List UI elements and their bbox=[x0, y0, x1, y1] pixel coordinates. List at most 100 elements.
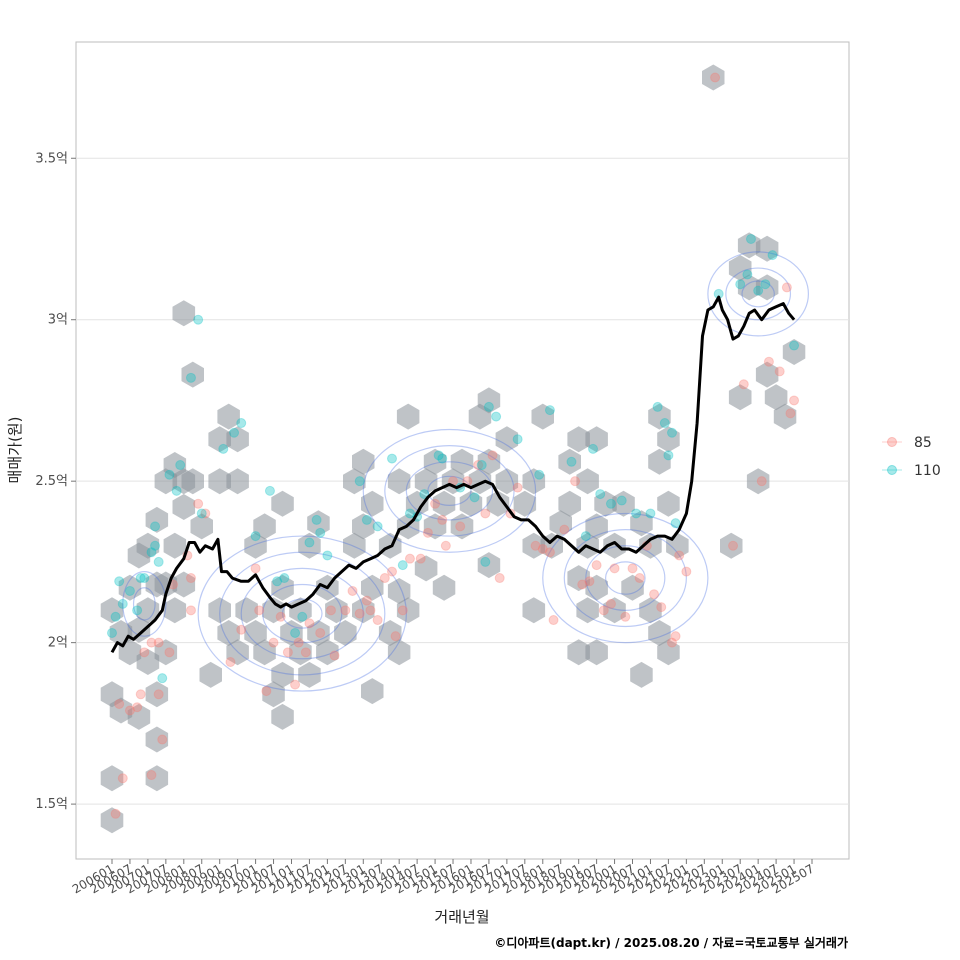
hexbin bbox=[728, 384, 752, 411]
hexbin bbox=[226, 639, 249, 666]
point-85 bbox=[584, 576, 595, 587]
hexbin bbox=[289, 639, 312, 666]
y-tick-label: 2.5억 bbox=[35, 474, 68, 489]
point-85 bbox=[570, 476, 581, 487]
hexbin bbox=[594, 490, 617, 517]
point-85 bbox=[117, 773, 128, 784]
point-85 bbox=[591, 560, 602, 571]
hexbin bbox=[271, 703, 294, 730]
hexbin bbox=[145, 765, 169, 792]
point-110 bbox=[437, 453, 448, 464]
point-85 bbox=[372, 615, 383, 626]
density-contour bbox=[262, 583, 343, 644]
hexbin bbox=[378, 620, 402, 646]
hexbin bbox=[414, 468, 438, 495]
hexbin bbox=[208, 597, 231, 624]
point-85 bbox=[473, 460, 484, 471]
density-contour bbox=[604, 561, 646, 595]
hexbin bbox=[576, 468, 599, 495]
point-85 bbox=[114, 698, 125, 709]
hexbin bbox=[531, 403, 554, 430]
point-110 bbox=[616, 495, 627, 506]
legend-item-110: 110 bbox=[882, 463, 941, 479]
point-110 bbox=[117, 598, 128, 609]
point-110 bbox=[760, 279, 771, 290]
legend: 85 110 bbox=[882, 435, 941, 479]
point-85 bbox=[325, 605, 336, 616]
hexbin bbox=[576, 597, 599, 624]
hexbin bbox=[190, 513, 213, 540]
hexbin bbox=[639, 532, 662, 559]
hexbin bbox=[244, 620, 267, 646]
hexbin bbox=[513, 490, 537, 517]
hexbin bbox=[755, 361, 779, 388]
hexbin bbox=[172, 300, 196, 327]
point-85 bbox=[674, 550, 685, 561]
hexbin bbox=[280, 620, 303, 646]
hexbin bbox=[396, 597, 420, 624]
scatter-points bbox=[107, 72, 800, 819]
hexbin bbox=[271, 490, 294, 517]
moving-average-path bbox=[110, 295, 796, 654]
point-110 bbox=[157, 673, 168, 684]
point-85 bbox=[781, 282, 792, 293]
hexbin bbox=[603, 597, 626, 624]
hexbin bbox=[163, 532, 187, 559]
point-85 bbox=[530, 540, 541, 551]
hexbin bbox=[450, 513, 474, 540]
hexbin bbox=[558, 490, 581, 517]
hexbin bbox=[702, 64, 725, 91]
point-110 bbox=[107, 627, 117, 638]
hexbin bbox=[387, 578, 411, 604]
moving-average-line bbox=[110, 295, 796, 654]
point-85 bbox=[315, 627, 326, 638]
hexbin bbox=[423, 513, 447, 540]
point-110 bbox=[304, 537, 315, 548]
hexbin bbox=[720, 532, 743, 559]
point-85 bbox=[139, 647, 150, 658]
point-85 bbox=[577, 579, 588, 590]
point-110 bbox=[354, 476, 365, 487]
point-110 bbox=[670, 518, 681, 529]
density-contour bbox=[725, 267, 792, 321]
point-85 bbox=[254, 605, 265, 616]
hexbin bbox=[639, 597, 662, 624]
point-85 bbox=[430, 498, 441, 509]
point-110 bbox=[264, 485, 275, 496]
point-110 bbox=[171, 485, 182, 496]
point-110 bbox=[480, 556, 491, 567]
density-contour bbox=[219, 551, 386, 676]
point-85 bbox=[455, 521, 466, 532]
legend-key-110 bbox=[887, 465, 897, 475]
point-110 bbox=[580, 531, 591, 542]
point-85 bbox=[146, 637, 157, 648]
point-85 bbox=[379, 573, 390, 584]
point-85 bbox=[756, 476, 767, 487]
point-110 bbox=[789, 340, 800, 351]
point-110 bbox=[605, 498, 616, 509]
point-110 bbox=[631, 508, 642, 519]
hexbin bbox=[136, 532, 160, 559]
hexbin bbox=[657, 490, 680, 517]
point-85 bbox=[275, 611, 286, 622]
hexbin bbox=[387, 639, 411, 666]
hexbin bbox=[217, 620, 240, 646]
point-85 bbox=[293, 637, 304, 648]
hexbin bbox=[298, 661, 321, 688]
point-110 bbox=[404, 508, 415, 519]
hexbin bbox=[737, 232, 761, 259]
hexbin bbox=[127, 703, 151, 730]
hexbin bbox=[217, 403, 240, 430]
hexbin bbox=[271, 574, 294, 601]
point-110 bbox=[491, 411, 502, 422]
point-85 bbox=[304, 618, 315, 629]
hexbin bbox=[361, 490, 384, 517]
point-110 bbox=[753, 285, 764, 296]
hexbin bbox=[657, 426, 680, 453]
point-110 bbox=[588, 443, 599, 454]
point-110 bbox=[196, 508, 207, 519]
point-110 bbox=[735, 279, 746, 290]
y-tick-label: 2억 bbox=[48, 636, 68, 651]
point-85 bbox=[487, 450, 498, 461]
hexbin bbox=[136, 649, 160, 675]
